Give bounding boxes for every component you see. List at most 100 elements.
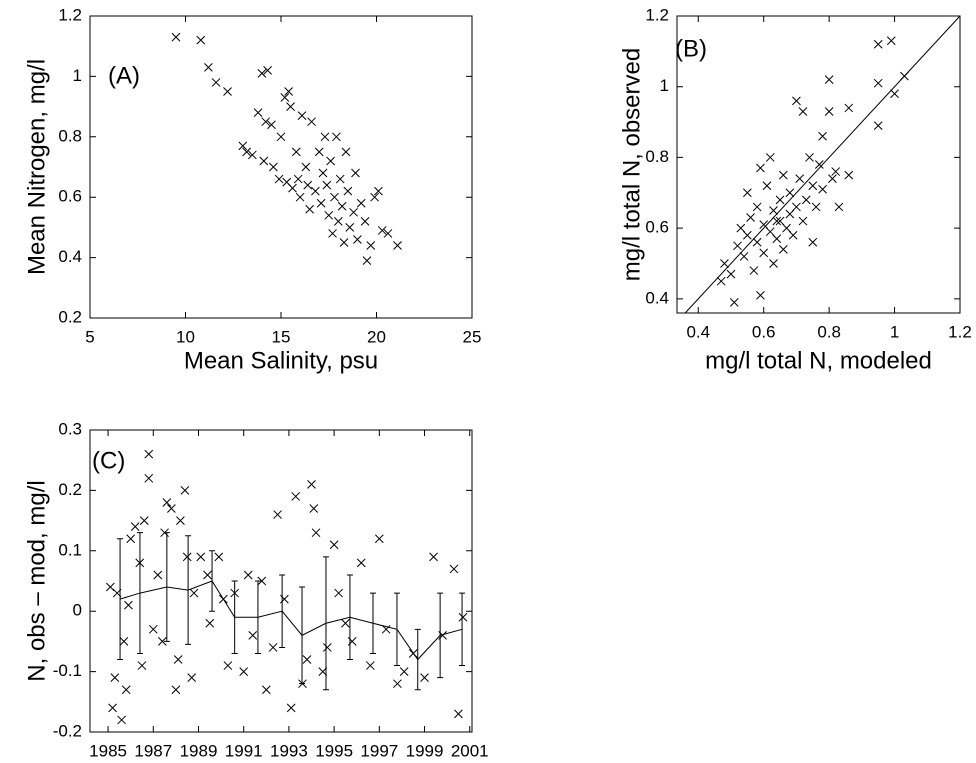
point bbox=[824, 107, 834, 116]
x-tick-label: 1991 bbox=[225, 741, 263, 760]
y-tick-label: 0.8 bbox=[58, 126, 82, 145]
point bbox=[788, 230, 798, 240]
point bbox=[328, 229, 337, 238]
point bbox=[247, 150, 257, 160]
point bbox=[356, 198, 366, 208]
point bbox=[267, 120, 276, 130]
x-tick-label: 1989 bbox=[180, 741, 218, 760]
point bbox=[752, 237, 762, 247]
mean-line bbox=[119, 580, 463, 661]
point bbox=[746, 213, 755, 222]
point bbox=[449, 564, 459, 574]
point bbox=[785, 188, 795, 198]
error-bar bbox=[231, 580, 238, 654]
point bbox=[314, 147, 324, 157]
point bbox=[374, 534, 384, 544]
x-tick-label: 1 bbox=[890, 322, 899, 341]
point bbox=[377, 226, 387, 235]
point bbox=[203, 570, 212, 580]
point bbox=[362, 256, 372, 265]
y-tick-label: 1.2 bbox=[58, 5, 82, 24]
point bbox=[238, 141, 248, 151]
point bbox=[772, 216, 782, 226]
point bbox=[785, 209, 795, 219]
point bbox=[333, 217, 343, 226]
point bbox=[349, 207, 358, 217]
point bbox=[798, 107, 808, 116]
point bbox=[286, 703, 296, 713]
point bbox=[873, 78, 883, 88]
plot-frame bbox=[89, 429, 473, 733]
point bbox=[458, 612, 468, 622]
error-bar bbox=[437, 592, 444, 679]
point bbox=[900, 71, 909, 81]
point bbox=[335, 174, 345, 184]
x-tick-label: 1995 bbox=[315, 741, 353, 760]
point bbox=[176, 516, 185, 525]
point bbox=[775, 216, 785, 226]
point bbox=[798, 216, 808, 226]
point bbox=[808, 181, 818, 191]
x-tick-label: 1987 bbox=[134, 741, 172, 760]
point bbox=[167, 504, 176, 513]
x-tick-label: 0.4 bbox=[686, 322, 710, 341]
point bbox=[399, 667, 409, 676]
point bbox=[814, 160, 824, 169]
error-bar bbox=[414, 628, 421, 691]
point bbox=[316, 198, 326, 208]
point bbox=[286, 102, 295, 111]
point bbox=[171, 32, 181, 42]
point bbox=[366, 241, 376, 250]
point bbox=[370, 192, 379, 202]
error-bar bbox=[117, 538, 124, 661]
point bbox=[269, 162, 278, 172]
point bbox=[243, 570, 253, 580]
point bbox=[778, 245, 788, 254]
point bbox=[301, 162, 311, 172]
y-tick-label: 0.2 bbox=[58, 480, 82, 499]
x-tick-label: 15 bbox=[272, 327, 291, 346]
point bbox=[752, 202, 762, 212]
point bbox=[742, 188, 752, 198]
x-tick-label: 10 bbox=[176, 327, 195, 346]
point bbox=[801, 195, 811, 205]
x-tick-label: 1999 bbox=[406, 741, 444, 760]
point bbox=[257, 576, 267, 586]
point bbox=[211, 78, 221, 87]
point bbox=[324, 210, 334, 220]
point bbox=[322, 643, 332, 652]
point bbox=[873, 39, 883, 49]
point bbox=[332, 132, 341, 142]
point bbox=[782, 223, 791, 233]
point bbox=[223, 87, 232, 96]
point bbox=[144, 473, 154, 483]
y-axis-label: Mean Nitrogen, mg/l bbox=[23, 59, 50, 275]
point bbox=[818, 131, 827, 141]
point bbox=[205, 618, 215, 628]
point bbox=[307, 480, 316, 489]
error-bar bbox=[459, 592, 466, 667]
point bbox=[393, 679, 402, 689]
point bbox=[831, 167, 841, 176]
x-tick-label: 0.6 bbox=[752, 322, 776, 341]
point bbox=[343, 186, 353, 196]
point bbox=[288, 183, 297, 193]
point bbox=[137, 661, 147, 670]
plot-frame bbox=[676, 15, 961, 314]
point bbox=[311, 528, 321, 538]
point bbox=[305, 204, 315, 214]
point bbox=[828, 174, 837, 183]
point bbox=[374, 186, 383, 196]
point bbox=[844, 170, 854, 180]
error-bar bbox=[299, 586, 306, 685]
y-tick-label: -0.2 bbox=[53, 721, 82, 740]
point bbox=[276, 132, 286, 142]
point bbox=[383, 229, 393, 238]
point bbox=[297, 111, 307, 121]
y-tick-label: 1 bbox=[73, 66, 82, 85]
point bbox=[756, 163, 765, 173]
point bbox=[108, 703, 117, 713]
plot-frame bbox=[89, 15, 473, 319]
point bbox=[726, 269, 736, 279]
point bbox=[284, 87, 293, 96]
